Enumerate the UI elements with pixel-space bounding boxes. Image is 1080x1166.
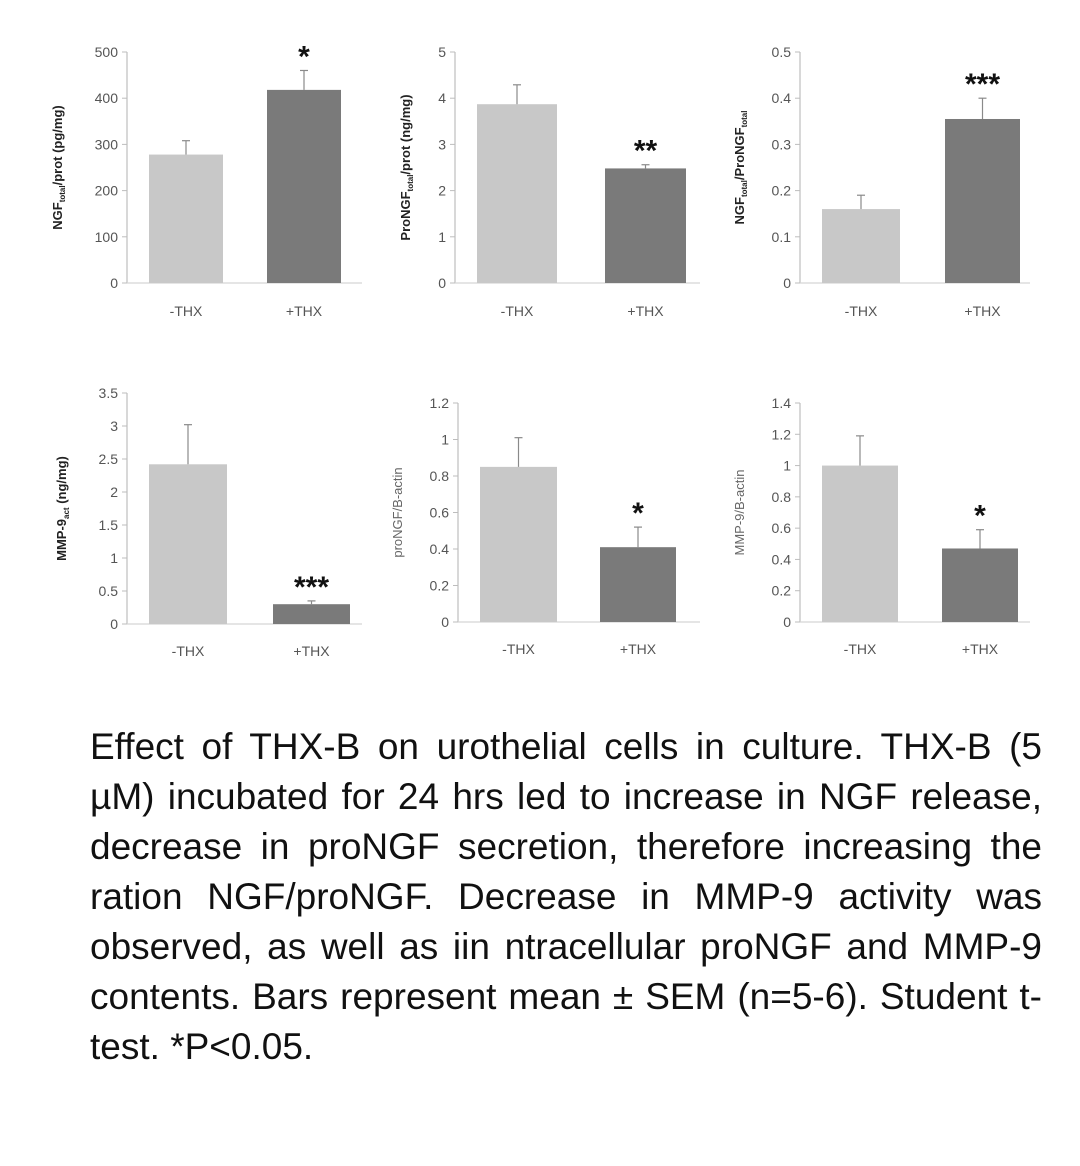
y-tick-label: 0 [438,275,446,291]
y-tick-label: 400 [95,90,119,106]
bar-+THX [267,89,341,283]
chart-5: 0 0.2 0.4 0.6 0.8 1 1.2 -THX +THX * proNGF/B-actin [390,395,700,657]
y-tick-label: 0 [783,275,791,291]
y-tick-label: 1 [441,432,449,448]
y-tick-label: 200 [95,183,119,199]
y-tick-label: 3 [438,136,446,152]
y-tick-label: 3.5 [99,385,119,401]
bar-+THX [273,604,350,624]
bar--THX [822,465,898,622]
y-tick-label: 0 [441,614,449,630]
significance-label: * [974,500,986,533]
figure-caption: Effect of THX-B on urothelial cells in c… [90,726,1042,1067]
category-label: -THX [845,303,878,319]
significance-label: * [632,497,644,530]
y-axis-label: NGFtotal/prot (pg/mg) [50,105,67,230]
significance-label: *** [294,571,329,604]
bar--THX [477,104,557,284]
y-tick-label: 0.8 [430,468,450,484]
category-label: +THX [620,641,657,657]
y-axis-label: MMP-9/B-actin [732,470,747,556]
category-label: +THX [286,303,323,319]
y-tick-label: 1 [110,550,118,566]
chart-1: 0 100 200 300 400 500 -THX +THX * NGFtotal/prot (… [50,40,362,319]
chart-2: 0 1 2 3 4 5 -THX +THX ** ProNGFtotal/prot (ng/mg) [398,44,700,319]
y-tick-label: 0.1 [772,229,792,245]
significance-label: ** [634,135,658,168]
category-label: -THX [170,303,203,319]
y-tick-label: 0.6 [772,520,792,536]
bar--THX [822,209,900,283]
y-tick-label: 4 [438,90,446,106]
y-tick-label: 300 [95,136,119,152]
y-tick-label: 1.2 [430,395,450,411]
y-tick-label: 0.2 [430,578,450,594]
category-label: -THX [501,303,534,319]
bar--THX [480,466,557,622]
significance-label: *** [965,68,1000,101]
bar--THX [149,154,223,283]
y-axis-label: NGFtotal/ProNGFtotal [732,111,749,225]
y-tick-label: 0.4 [430,541,450,557]
significance-label: * [298,40,310,73]
y-axis-label: proNGF/B-actin [390,467,405,557]
bar--THX [149,464,227,624]
y-tick-label: 100 [95,229,119,245]
y-tick-label: 1.5 [99,517,119,533]
bar-+THX [605,168,686,283]
y-tick-label: 2 [110,484,118,500]
y-tick-label: 0 [110,275,118,291]
chart-3: 0 0.1 0.2 0.3 0.4 0.5 -THX +THX *** NGFtotal/ProN… [732,44,1030,319]
y-tick-label: 1.2 [772,426,792,442]
bar-+THX [600,547,676,622]
y-tick-label: 2.5 [99,451,119,467]
y-tick-label: 0.2 [772,183,792,199]
category-label: +THX [293,643,330,659]
y-tick-label: 0.5 [99,583,119,599]
category-label: +THX [964,303,1001,319]
bar-+THX [942,548,1018,622]
y-tick-label: 0 [783,614,791,630]
y-tick-label: 0 [110,616,118,632]
y-axis-label: ProNGFtotal/prot (ng/mg) [398,94,415,240]
category-label: -THX [502,641,535,657]
category-label: -THX [844,641,877,657]
y-tick-label: 0.4 [772,90,792,106]
y-axis-label: MMP-9act (ng/mg) [54,456,71,561]
category-label: +THX [627,303,664,319]
bar-+THX [945,118,1020,284]
y-tick-label: 0.4 [772,551,792,567]
y-tick-label: 0.3 [772,136,792,152]
y-tick-label: 500 [95,44,119,60]
y-tick-label: 3 [110,418,118,434]
y-tick-label: 0.5 [772,44,792,60]
chart-6: 0 0.2 0.4 0.6 0.8 1 1.2 1.4 -THX +THX * MMP-9/B-act… [732,395,1030,657]
y-tick-label: 1.4 [772,395,792,411]
y-tick-label: 0.2 [772,583,792,599]
y-tick-label: 1 [783,458,791,474]
y-tick-label: 2 [438,183,446,199]
y-tick-label: 0.8 [772,489,792,505]
category-label: +THX [962,641,999,657]
category-label: -THX [172,643,205,659]
chart-4: 0 0.5 1 1.5 2 2.5 3 3.5 -THX +THX *** MMP-9act (ng/… [54,385,362,659]
y-tick-label: 5 [438,44,446,60]
y-tick-label: 1 [438,229,446,245]
y-tick-label: 0.6 [430,505,450,521]
